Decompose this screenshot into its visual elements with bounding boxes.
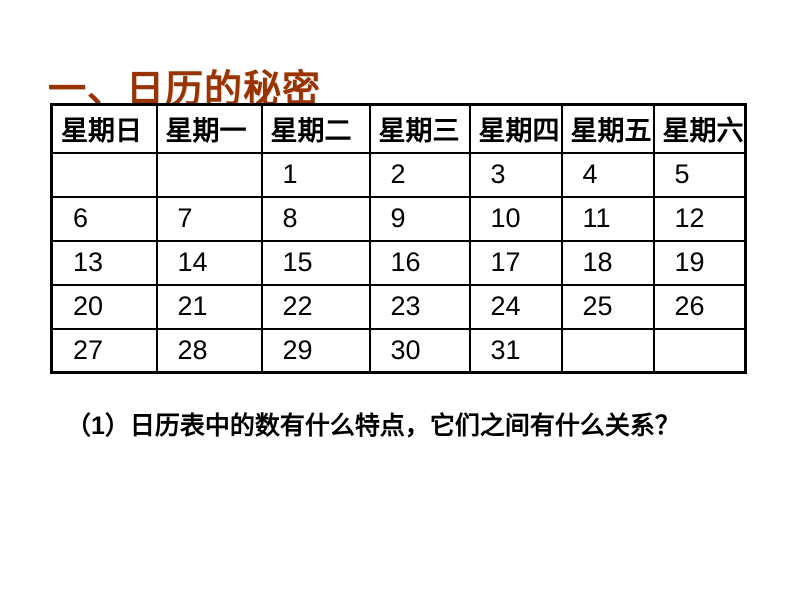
cell: 30 xyxy=(370,329,470,373)
cell: 10 xyxy=(470,197,562,241)
header-thursday: 星期四 xyxy=(470,105,562,153)
cell: 28 xyxy=(157,329,262,373)
cell: 4 xyxy=(562,153,654,197)
cell xyxy=(157,153,262,197)
cell: 17 xyxy=(470,241,562,285)
cell: 13 xyxy=(52,241,157,285)
cell: 25 xyxy=(562,285,654,329)
cell: 1 xyxy=(262,153,370,197)
cell: 5 xyxy=(654,153,746,197)
header-tuesday: 星期二 xyxy=(262,105,370,153)
header-wednesday: 星期三 xyxy=(370,105,470,153)
cell: 23 xyxy=(370,285,470,329)
cell: 14 xyxy=(157,241,262,285)
cell: 22 xyxy=(262,285,370,329)
cell: 20 xyxy=(52,285,157,329)
cell: 18 xyxy=(562,241,654,285)
cell: 21 xyxy=(157,285,262,329)
cell: 6 xyxy=(52,197,157,241)
cell xyxy=(52,153,157,197)
cell: 12 xyxy=(654,197,746,241)
header-monday: 星期一 xyxy=(157,105,262,153)
table-header-row: 星期日 星期一 星期二 星期三 星期四 星期五 星期六 xyxy=(52,105,746,153)
header-saturday: 星期六 xyxy=(654,105,746,153)
cell: 29 xyxy=(262,329,370,373)
cell: 2 xyxy=(370,153,470,197)
cell: 31 xyxy=(470,329,562,373)
cell: 19 xyxy=(654,241,746,285)
calendar-body: 1 2 3 4 5 6 7 8 9 10 11 12 13 14 15 16 1… xyxy=(52,153,746,373)
cell: 11 xyxy=(562,197,654,241)
table-row: 6 7 8 9 10 11 12 xyxy=(52,197,746,241)
table-row: 13 14 15 16 17 18 19 xyxy=(52,241,746,285)
cell xyxy=(654,329,746,373)
table-row: 1 2 3 4 5 xyxy=(52,153,746,197)
header-sunday: 星期日 xyxy=(52,105,157,153)
table-row: 20 21 22 23 24 25 26 xyxy=(52,285,746,329)
question-text: （1）日历表中的数有什么特点，它们之间有什么关系？ xyxy=(66,406,680,442)
cell: 16 xyxy=(370,241,470,285)
cell: 15 xyxy=(262,241,370,285)
cell: 27 xyxy=(52,329,157,373)
calendar-table: 星期日 星期一 星期二 星期三 星期四 星期五 星期六 1 2 3 4 5 6 … xyxy=(50,103,747,374)
cell: 3 xyxy=(470,153,562,197)
cell: 7 xyxy=(157,197,262,241)
cell: 8 xyxy=(262,197,370,241)
cell: 24 xyxy=(470,285,562,329)
table-row: 27 28 29 30 31 xyxy=(52,329,746,373)
cell: 26 xyxy=(654,285,746,329)
header-friday: 星期五 xyxy=(562,105,654,153)
cell: 9 xyxy=(370,197,470,241)
cell xyxy=(562,329,654,373)
